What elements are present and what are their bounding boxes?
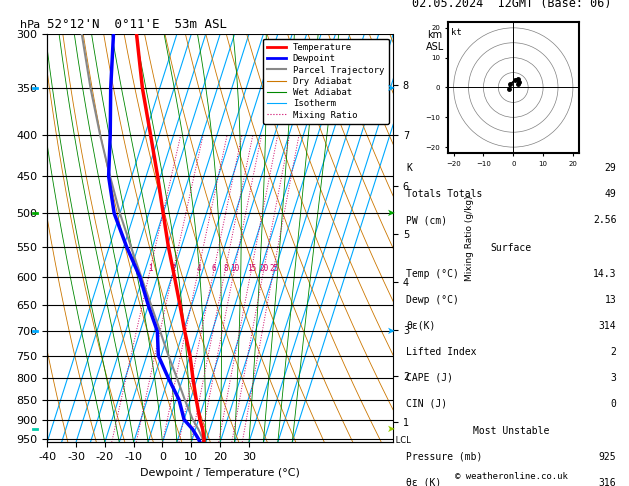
Text: ➤: ➤ [387, 424, 395, 434]
Text: 10: 10 [230, 264, 239, 273]
Text: ➤: ➤ [387, 208, 395, 218]
X-axis label: Dewpoint / Temperature (°C): Dewpoint / Temperature (°C) [140, 468, 300, 478]
Text: 2.56: 2.56 [593, 215, 616, 225]
Text: ➤: ➤ [387, 327, 395, 336]
Text: 25: 25 [269, 264, 279, 273]
Text: 2: 2 [611, 347, 616, 357]
Text: θε (K): θε (K) [406, 478, 442, 486]
Text: 3: 3 [611, 373, 616, 382]
Text: Mixing Ratio (g/kg): Mixing Ratio (g/kg) [465, 195, 474, 281]
Text: 0: 0 [611, 399, 616, 409]
Text: 15: 15 [247, 264, 256, 273]
Text: Totals Totals: Totals Totals [406, 189, 482, 199]
Text: 925: 925 [599, 452, 616, 462]
Text: 6: 6 [212, 264, 216, 273]
Text: CIN (J): CIN (J) [406, 399, 447, 409]
Text: 8: 8 [223, 264, 228, 273]
Text: 02.05.2024  12GMT (Base: 06): 02.05.2024 12GMT (Base: 06) [412, 0, 611, 10]
Text: CAPE (J): CAPE (J) [406, 373, 454, 382]
Text: 316: 316 [599, 478, 616, 486]
Text: 1: 1 [148, 264, 153, 273]
Text: 49: 49 [604, 189, 616, 199]
Text: LCL: LCL [393, 436, 411, 445]
Text: Temp (°C): Temp (°C) [406, 269, 459, 278]
Text: 29: 29 [604, 163, 616, 173]
Text: 20: 20 [259, 264, 269, 273]
Y-axis label: hPa: hPa [19, 20, 40, 30]
Text: © weatheronline.co.uk: © weatheronline.co.uk [455, 472, 568, 481]
Text: θε(K): θε(K) [406, 321, 436, 330]
Text: Most Unstable: Most Unstable [473, 426, 550, 436]
Text: 52°12'N  0°11'E  53m ASL: 52°12'N 0°11'E 53m ASL [47, 18, 227, 32]
Text: PW (cm): PW (cm) [406, 215, 447, 225]
Text: 2: 2 [172, 264, 176, 273]
Text: Dewp (°C): Dewp (°C) [406, 295, 459, 305]
Text: Surface: Surface [491, 243, 532, 253]
Text: 14.3: 14.3 [593, 269, 616, 278]
Text: 13: 13 [604, 295, 616, 305]
Y-axis label: km
ASL: km ASL [425, 30, 444, 52]
Text: 314: 314 [599, 321, 616, 330]
Text: ➤: ➤ [387, 83, 395, 93]
Text: Pressure (mb): Pressure (mb) [406, 452, 482, 462]
Text: 4: 4 [196, 264, 201, 273]
Text: Lifted Index: Lifted Index [406, 347, 477, 357]
Legend: Temperature, Dewpoint, Parcel Trajectory, Dry Adiabat, Wet Adiabat, Isotherm, Mi: Temperature, Dewpoint, Parcel Trajectory… [263, 38, 389, 124]
Text: K: K [406, 163, 412, 173]
Text: kt: kt [450, 28, 462, 37]
